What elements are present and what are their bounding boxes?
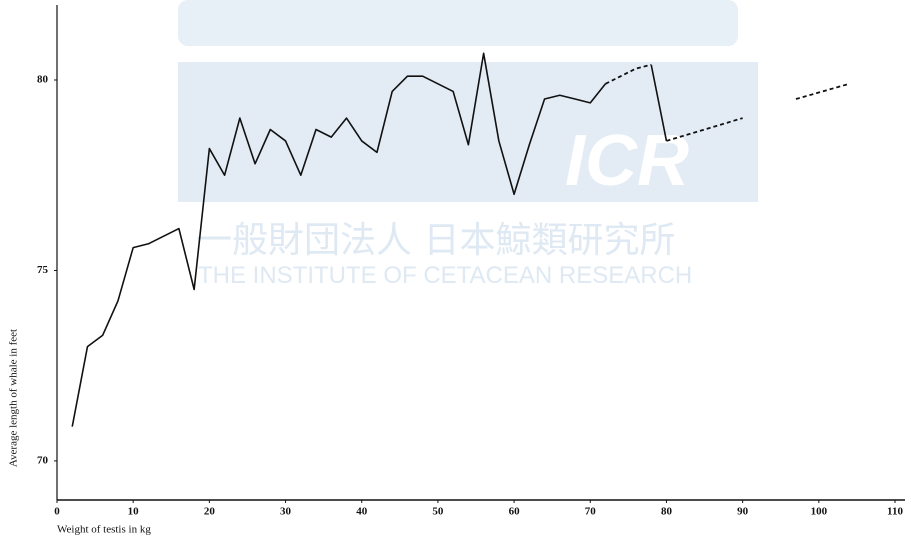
watermark-japanese: 一般財団法人 日本鯨類研究所 <box>196 220 675 261</box>
x-tick-label: 40 <box>356 506 368 518</box>
x-tick-label: 0 <box>54 506 60 518</box>
y-tick-label: 80 <box>37 74 49 86</box>
x-axis-label: Weight of testis in kg <box>57 524 151 536</box>
x-tick-label: 60 <box>509 506 521 518</box>
line <box>650 64 668 142</box>
watermark-logo: ICR <box>565 121 689 201</box>
line <box>71 52 607 427</box>
x-tick-label: 100 <box>811 506 828 518</box>
y-tick-label: 75 <box>37 264 49 276</box>
dashed-line <box>605 63 652 85</box>
x-tick-label: 10 <box>128 506 140 518</box>
x-tick-label: 20 <box>204 506 216 518</box>
watermark-english: THE INSTITUTE OF CETACEAN RESEARCH <box>198 262 692 289</box>
x-tick-label: 110 <box>887 506 903 518</box>
x-tick-label: 80 <box>661 506 673 518</box>
x-tick-label: 50 <box>432 506 444 518</box>
x-tick-label: 70 <box>585 506 597 518</box>
y-tick-label: 70 <box>37 454 49 466</box>
dashed-line <box>795 82 850 100</box>
y-axis-label: Average length of whale in feet <box>8 329 20 467</box>
watermark-band <box>178 0 738 46</box>
x-tick-label: 30 <box>280 506 292 518</box>
x-tick-label: 90 <box>737 506 749 518</box>
dashed-line <box>666 117 743 142</box>
